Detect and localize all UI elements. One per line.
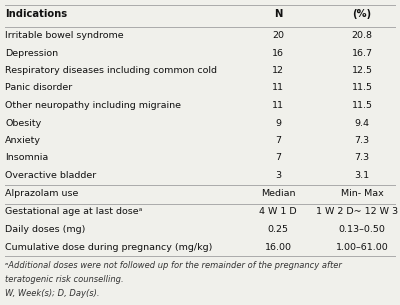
Text: 1.00–61.00: 1.00–61.00 — [336, 242, 388, 252]
Text: 11.5: 11.5 — [352, 101, 372, 110]
Text: 11.5: 11.5 — [352, 84, 372, 92]
Text: 11: 11 — [272, 84, 284, 92]
Text: Min- Max: Min- Max — [341, 188, 383, 198]
Text: Daily doses (mg): Daily doses (mg) — [5, 225, 85, 234]
Text: Panic disorder: Panic disorder — [5, 84, 72, 92]
Text: Respiratory diseases including common cold: Respiratory diseases including common co… — [5, 66, 217, 75]
Text: Gestational age at last doseᵃ: Gestational age at last doseᵃ — [5, 207, 142, 217]
Text: W, Week(s); D, Day(s).: W, Week(s); D, Day(s). — [5, 289, 100, 298]
Text: Insomnia: Insomnia — [5, 153, 48, 163]
Text: Median: Median — [261, 188, 295, 198]
Text: 7: 7 — [275, 136, 281, 145]
Text: 16: 16 — [272, 48, 284, 58]
Text: 16.7: 16.7 — [352, 48, 372, 58]
Text: Obesity: Obesity — [5, 119, 41, 127]
Text: Overactive bladder: Overactive bladder — [5, 171, 96, 180]
Text: 3: 3 — [275, 171, 281, 180]
Text: Anxiety: Anxiety — [5, 136, 41, 145]
Text: 11: 11 — [272, 101, 284, 110]
Text: 16.00: 16.00 — [264, 242, 292, 252]
Text: 3.1: 3.1 — [354, 171, 370, 180]
Text: 7.3: 7.3 — [354, 153, 370, 163]
Text: 20: 20 — [272, 31, 284, 40]
Text: 12: 12 — [272, 66, 284, 75]
Text: Alprazolam use: Alprazolam use — [5, 188, 78, 198]
Text: 1 W 2 D~ 12 W 3 D: 1 W 2 D~ 12 W 3 D — [316, 207, 400, 217]
Text: Depression: Depression — [5, 48, 58, 58]
Text: Other neuropathy including migraine: Other neuropathy including migraine — [5, 101, 181, 110]
Text: 7.3: 7.3 — [354, 136, 370, 145]
Text: (%): (%) — [352, 9, 372, 19]
Text: 20.8: 20.8 — [352, 31, 372, 40]
Text: 7: 7 — [275, 153, 281, 163]
Text: 12.5: 12.5 — [352, 66, 372, 75]
Text: N: N — [274, 9, 282, 19]
Text: Indications: Indications — [5, 9, 67, 19]
Text: 0.25: 0.25 — [268, 225, 288, 234]
Text: 9.4: 9.4 — [354, 119, 370, 127]
Text: Irritable bowel syndrome: Irritable bowel syndrome — [5, 31, 124, 40]
Text: Cumulative dose during pregnancy (mg/kg): Cumulative dose during pregnancy (mg/kg) — [5, 242, 212, 252]
Text: 9: 9 — [275, 119, 281, 127]
Text: ᵃAdditional doses were not followed up for the remainder of the pregnancy after: ᵃAdditional doses were not followed up f… — [5, 261, 342, 270]
Text: teratogenic risk counselling.: teratogenic risk counselling. — [5, 275, 124, 284]
Text: 4 W 1 D: 4 W 1 D — [259, 207, 297, 217]
Text: 0.13–0.50: 0.13–0.50 — [338, 225, 386, 234]
